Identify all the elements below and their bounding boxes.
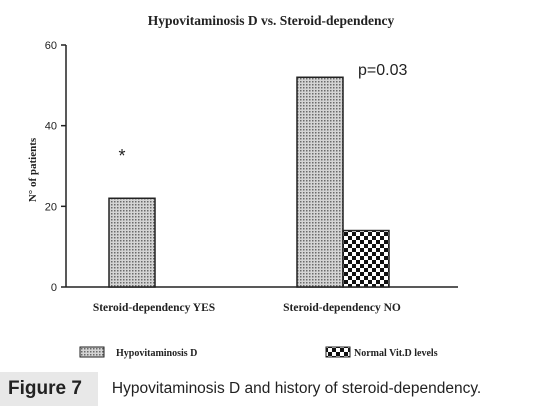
y-tick-label: 0 — [51, 282, 57, 294]
legend-label-normal: Normal Vit.D levels — [354, 348, 438, 359]
x-tick-label-yes: Steroid-dependency YES — [93, 302, 215, 314]
y-tick-label: 40 — [45, 121, 57, 133]
bar-hypovitaminosis-no — [296, 76, 344, 288]
y-ticks: 0 20 40 60 — [45, 40, 66, 294]
chart-title: Hypovitaminosis D vs. Steroid-dependency — [148, 13, 395, 28]
bar-hypovitaminosis-yes — [108, 197, 156, 288]
figure-caption-text: Hypovitaminosis D and history of steroid… — [111, 380, 482, 397]
x-tick-label-no: Steroid-dependency NO — [283, 302, 401, 314]
legend-swatch-hypovitaminosis — [79, 346, 105, 358]
significance-star: * — [118, 146, 125, 166]
legend-swatch-normal — [325, 346, 351, 358]
figure-label: Figure 7 — [0, 372, 98, 406]
bars — [108, 76, 390, 288]
y-tick-label: 60 — [45, 40, 57, 52]
bar-normal-no — [342, 229, 390, 288]
y-axis-label: N° of patients — [27, 137, 39, 202]
chart: Hypovitaminosis D vs. Steroid-dependency… — [27, 13, 458, 359]
figure-caption: Figure 7 Hypovitaminosis D and history o… — [0, 372, 543, 406]
y-tick-label: 20 — [45, 201, 57, 213]
legend-label-hypovitaminosis: Hypovitaminosis D — [116, 348, 197, 359]
pvalue-annotation: p=0.03 — [358, 62, 407, 79]
